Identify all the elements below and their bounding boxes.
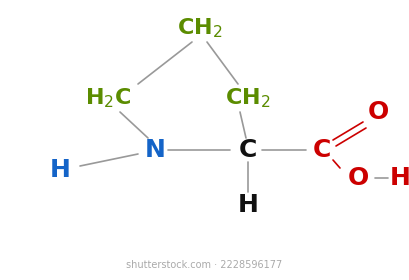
Text: C: C — [239, 138, 257, 162]
Text: H$_2$C: H$_2$C — [85, 86, 131, 110]
Text: C: C — [313, 138, 331, 162]
Text: O: O — [367, 100, 389, 124]
Text: CH$_2$: CH$_2$ — [177, 16, 223, 40]
Text: O: O — [347, 166, 369, 190]
Text: H: H — [389, 166, 409, 190]
Text: N: N — [144, 138, 165, 162]
Text: CH$_2$: CH$_2$ — [225, 86, 271, 110]
Text: H: H — [238, 193, 258, 217]
Text: shutterstock.com · 2228596177: shutterstock.com · 2228596177 — [126, 260, 282, 270]
Text: H: H — [49, 158, 70, 182]
